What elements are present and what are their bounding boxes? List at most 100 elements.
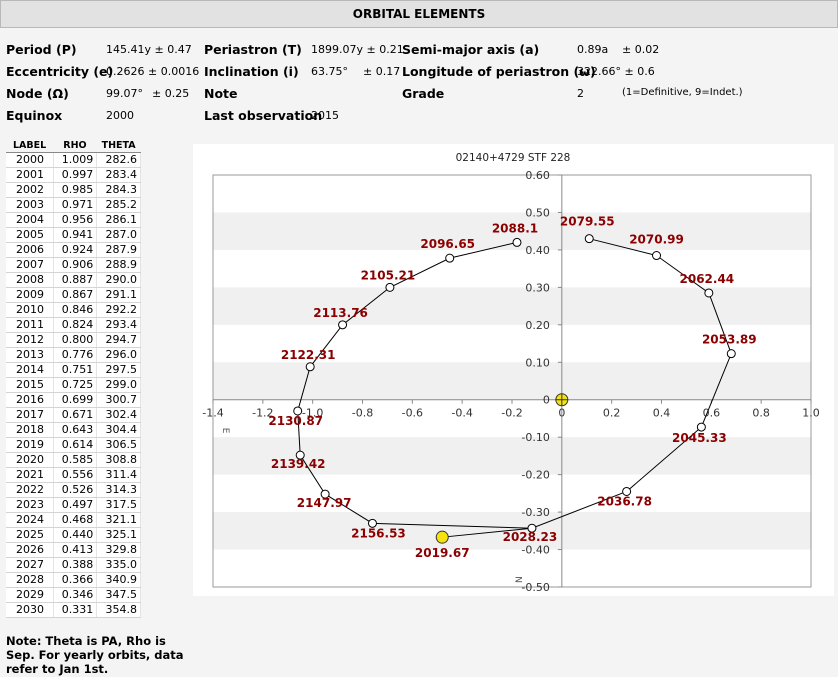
row-rho: 0.388 <box>53 557 98 573</box>
longperi-label: Longitude of periastron (ω) <box>402 64 596 79</box>
row-theta: 297.5 <box>96 362 141 378</box>
x-tick-label: 0.2 <box>603 407 621 420</box>
grade-value: 2 <box>577 87 584 100</box>
row-theta: 317.5 <box>96 497 141 513</box>
lastobs-label: Last observation <box>204 108 323 123</box>
ephemeris-table: LABEL RHO THETA 2000 1.009 282.6 2001 0.997 2… <box>6 138 141 618</box>
y-tick-label: -0.20 <box>521 469 549 482</box>
column-header-label: LABEL <box>6 138 54 153</box>
orbit-point-label: 2147.97 <box>297 496 352 510</box>
orbit-chart: -1.4 -1.2 -1.0 -0.8 -0.6 -0.4 -0.2 0 0.2 0.4 0.6 0.… <box>193 144 834 596</box>
row-label: 2023 <box>6 497 54 513</box>
orbit-point <box>652 251 662 261</box>
orbit-point <box>696 422 706 432</box>
row-rho: 0.824 <box>53 317 98 333</box>
table-row: 2018 0.643 304.4 <box>6 422 141 438</box>
row-theta: 300.7 <box>96 392 141 408</box>
orbit-point <box>527 523 537 533</box>
grid-band <box>213 512 811 550</box>
row-theta: 354.8 <box>96 602 141 618</box>
row-rho: 0.526 <box>53 482 98 498</box>
orbit-point-label: 2122.31 <box>281 348 336 362</box>
row-label: 2019 <box>6 437 54 453</box>
row-label: 2014 <box>6 362 54 378</box>
table-header-row: LABEL RHO THETA <box>6 138 141 153</box>
row-rho: 0.331 <box>53 602 98 618</box>
y-tick-label: -0.40 <box>521 544 549 557</box>
chart-title: 02140+4729 STF 228 <box>456 152 571 164</box>
grid-band <box>213 437 811 475</box>
row-theta: 306.5 <box>96 437 141 453</box>
y-tick-label: 0.50 <box>525 206 550 219</box>
table-row: 2011 0.824 293.4 <box>6 317 141 333</box>
orbit-point-label: 2045.33 <box>672 431 727 445</box>
row-rho: 0.725 <box>53 377 98 393</box>
row-label: 2001 <box>6 167 54 183</box>
orbit-point-label: 2036.78 <box>597 494 652 508</box>
table-row: 2023 0.497 317.5 <box>6 497 141 513</box>
row-theta: 299.0 <box>96 377 141 393</box>
table-row: 2008 0.887 290.0 <box>6 272 141 288</box>
row-theta: 283.4 <box>96 167 141 183</box>
row-theta: 325.1 <box>96 527 141 543</box>
row-theta: 287.9 <box>96 242 141 258</box>
row-label: 2017 <box>6 407 54 423</box>
row-label: 2002 <box>6 182 54 198</box>
row-rho: 0.776 <box>53 347 98 363</box>
row-rho: 0.671 <box>53 407 98 423</box>
row-rho: 0.643 <box>53 422 98 438</box>
orbit-point-label: 2139.42 <box>271 457 326 471</box>
y-tick-label: -0.50 <box>521 581 549 594</box>
table-row: 2005 0.941 287.0 <box>6 227 141 243</box>
semimajor-label: Semi-major axis (a) <box>402 42 540 57</box>
node-err: ± 0.25 <box>152 87 190 100</box>
x-tick-label: 0.8 <box>752 407 770 420</box>
row-rho: 0.985 <box>53 182 98 198</box>
row-rho: 0.941 <box>53 227 98 243</box>
row-theta: 308.8 <box>96 452 141 468</box>
orbit-point-label: 2088.1 <box>492 221 538 235</box>
row-label: 2020 <box>6 452 54 468</box>
note-label: Note <box>204 86 238 101</box>
row-label: 2008 <box>6 272 54 288</box>
y-tick-label: 0.20 <box>525 319 550 332</box>
ecc-label: Eccentricity (e) <box>6 64 114 79</box>
row-theta: 314.3 <box>96 482 141 498</box>
row-label: 2024 <box>6 512 54 528</box>
orbit-point <box>385 282 395 292</box>
row-theta: 287.0 <box>96 227 141 243</box>
x-tick-label: 1.0 <box>802 407 820 420</box>
row-rho: 0.468 <box>53 512 98 528</box>
node-value: 99.07° <box>106 87 143 100</box>
orbit-point <box>320 489 330 499</box>
row-label: 2005 <box>6 227 54 243</box>
row-label: 2012 <box>6 332 54 348</box>
table-row: 2002 0.985 284.3 <box>6 182 141 198</box>
section-title: ORBITAL ELEMENTS <box>0 0 838 28</box>
row-theta: 282.6 <box>96 152 141 168</box>
table-row: 2015 0.725 299.0 <box>6 377 141 393</box>
incl-label: Inclination (i) <box>204 64 299 79</box>
incl-err: ± 0.17 <box>363 65 401 78</box>
orbit-point <box>295 450 305 460</box>
table-row: 2019 0.614 306.5 <box>6 437 141 453</box>
orbit-point-label: 2113.76 <box>313 306 368 320</box>
row-rho: 0.413 <box>53 542 98 558</box>
x-tick-label: -1.0 <box>302 407 323 420</box>
orbit-point <box>726 349 736 359</box>
row-theta: 291.1 <box>96 287 141 303</box>
equinox-value: 2000 <box>106 109 134 122</box>
grade-label: Grade <box>402 86 445 101</box>
orbit-point <box>512 237 522 247</box>
row-theta: 285.2 <box>96 197 141 213</box>
orbit-point-label: 2079.55 <box>560 215 615 229</box>
table-row: 2024 0.468 321.1 <box>6 512 141 528</box>
x-tick-label: -1.2 <box>252 407 273 420</box>
row-theta: 288.9 <box>96 257 141 273</box>
row-label: 2015 <box>6 377 54 393</box>
row-theta: 304.4 <box>96 422 141 438</box>
period-value: 145.41y ± 0.47 <box>106 43 192 56</box>
row-rho: 0.366 <box>53 572 98 588</box>
row-rho: 0.585 <box>53 452 98 468</box>
row-rho: 0.751 <box>53 362 98 378</box>
